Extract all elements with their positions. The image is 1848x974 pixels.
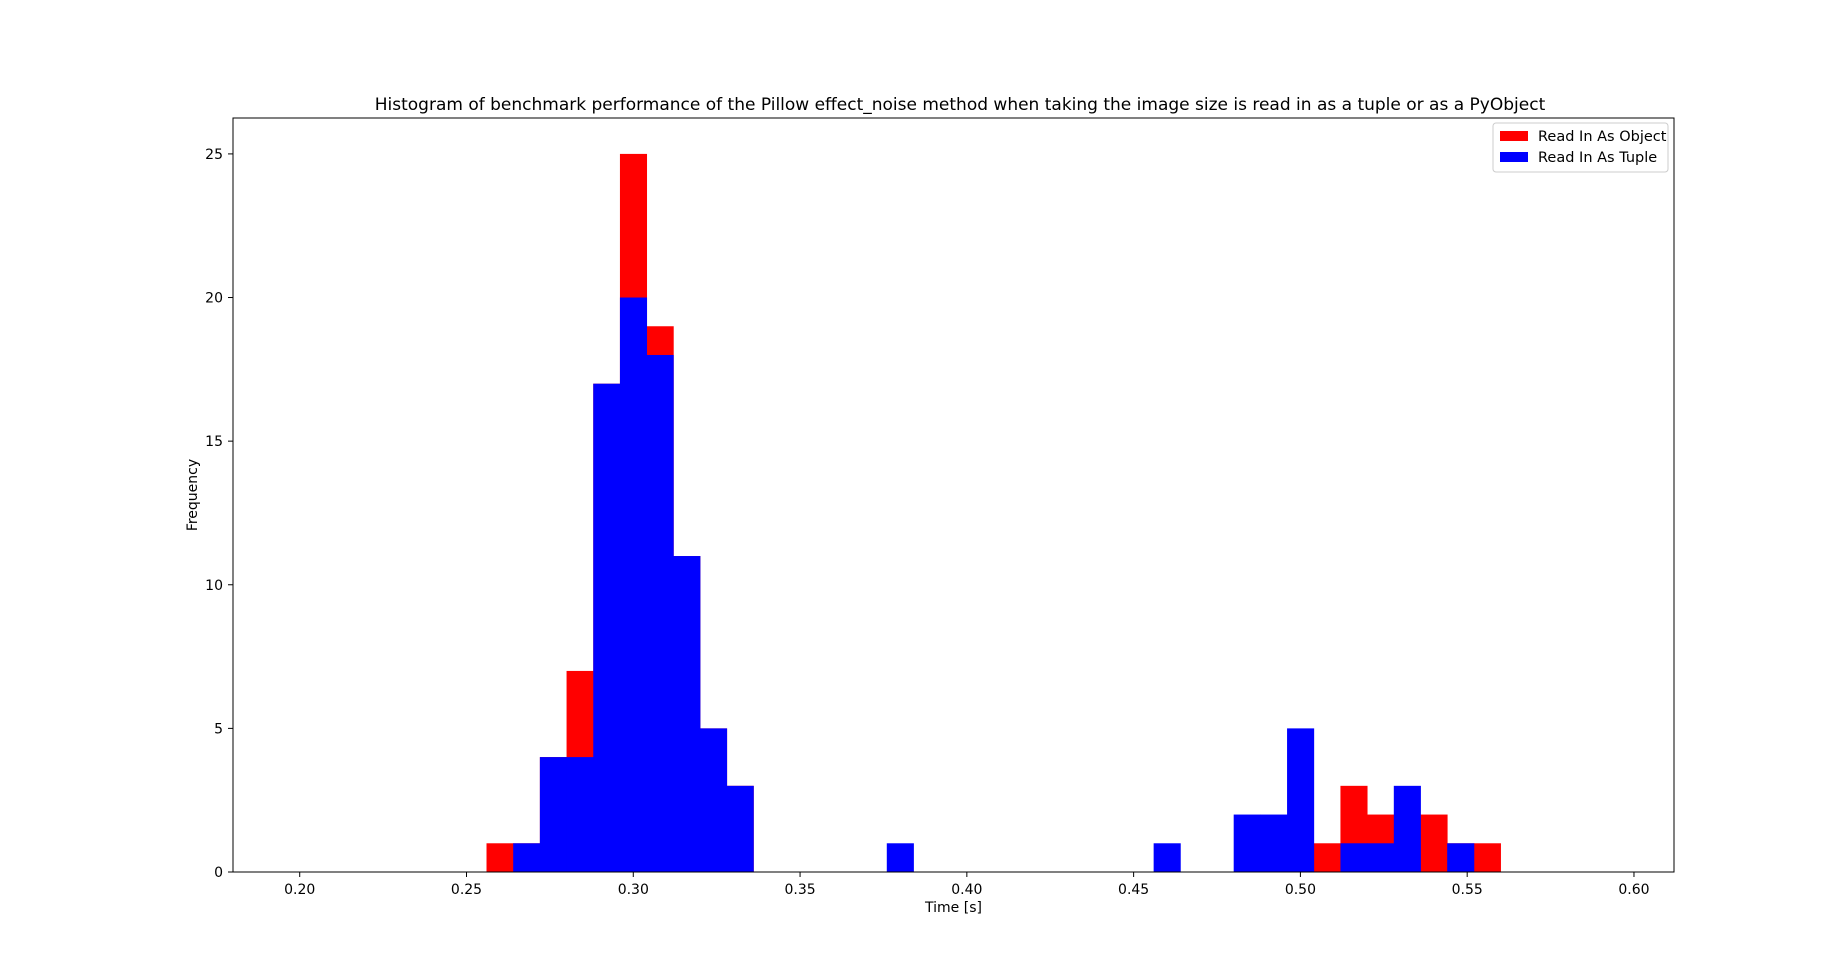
- x-tick-label: 0.35: [784, 882, 815, 898]
- legend: Read In As Object Read In As Tuple: [1492, 122, 1669, 173]
- bar-tuple-2: [566, 757, 594, 872]
- y-axis-label: Frequency: [185, 459, 201, 531]
- legend-frame: [1492, 122, 1669, 173]
- bar-tuple-13: [1287, 728, 1315, 872]
- chart-title: Histogram of benchmark performance of th…: [375, 95, 1546, 115]
- bar-object-0: [486, 843, 514, 872]
- bar-tuple-16: [1393, 785, 1421, 872]
- bar-tuple-14: [1340, 843, 1368, 872]
- x-tick-label: 0.40: [951, 882, 982, 898]
- y-tick-label: 5: [214, 721, 223, 737]
- x-tick-label: 0.20: [284, 882, 315, 898]
- bar-tuple-15: [1367, 843, 1395, 872]
- bar-tuple-5: [646, 354, 674, 873]
- y-tick-label: 10: [205, 578, 223, 594]
- plot-area: [232, 117, 1675, 873]
- y-axis: 0 5 10 15 20 25: [205, 147, 233, 881]
- legend-swatch-tuple: [1500, 152, 1528, 162]
- bar-tuple-10: [1153, 843, 1181, 872]
- bar-object-15: [1473, 843, 1501, 872]
- y-tick-label: 15: [205, 434, 223, 450]
- bar-tuple-12: [1260, 814, 1288, 872]
- x-tick-label: 0.45: [1118, 882, 1149, 898]
- legend-swatch-object: [1500, 131, 1528, 141]
- x-tick-label: 0.30: [618, 882, 649, 898]
- bar-tuple-0: [513, 843, 541, 872]
- bar-tuple-1: [539, 757, 567, 872]
- x-tick-label: 0.60: [1618, 882, 1649, 898]
- bar-object-10: [1313, 843, 1341, 872]
- bar-tuple-7: [699, 728, 728, 872]
- bar-tuple-8: [726, 785, 754, 872]
- bars-group: [486, 153, 1501, 873]
- bar-tuple-3: [593, 383, 621, 872]
- bar-tuple-6: [673, 556, 701, 872]
- y-tick-label: 20: [205, 291, 223, 307]
- bar-object-13: [1420, 814, 1448, 872]
- bar-tuple-11: [1233, 814, 1261, 872]
- bar-tuple-4: [619, 297, 648, 872]
- x-tick-label: 0.50: [1285, 882, 1316, 898]
- x-tick-label: 0.25: [451, 882, 482, 898]
- x-axis-label: Time [s]: [924, 900, 982, 916]
- bar-tuple-9: [886, 843, 914, 872]
- bar-tuple-17: [1447, 843, 1475, 872]
- x-axis: 0.20 0.25 0.30 0.35 0.40 0.45 0.50 0.55 0.60: [284, 872, 1650, 898]
- legend-label-object: Read In As Object: [1538, 129, 1667, 145]
- y-tick-label: 0: [214, 865, 223, 881]
- legend-label-tuple: Read In As Tuple: [1538, 150, 1657, 166]
- y-tick-label: 25: [205, 147, 223, 163]
- x-tick-label: 0.55: [1452, 882, 1483, 898]
